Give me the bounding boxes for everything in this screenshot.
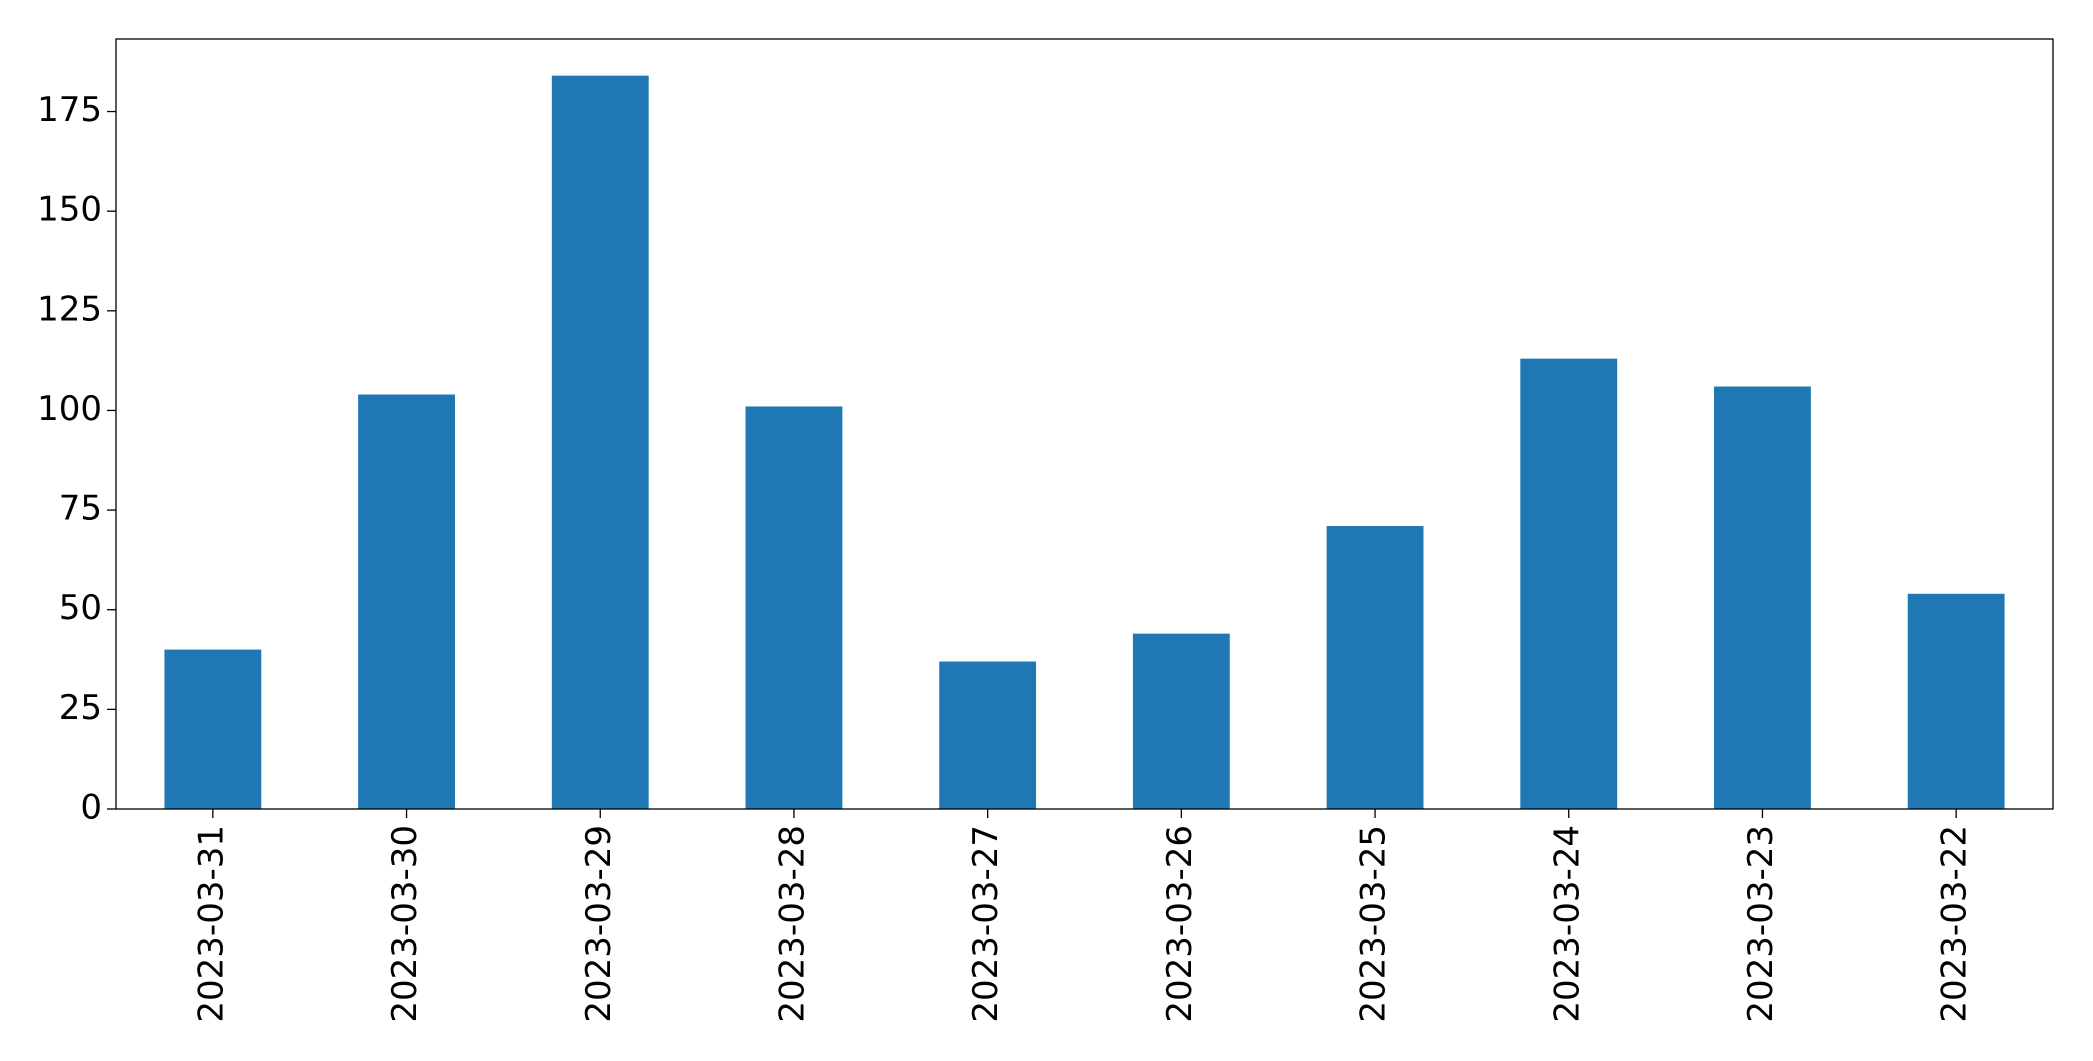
bar	[164, 649, 262, 809]
bar	[358, 394, 455, 809]
bar	[1520, 358, 1618, 809]
x-tick-label: 2023-03-24	[1547, 825, 1587, 1023]
x-tick-label: 2023-03-28	[772, 825, 812, 1023]
x-tick-label: 2023-03-25	[1354, 825, 1394, 1023]
x-tick-label: 2023-03-30	[385, 825, 425, 1023]
x-tick-label: 2023-03-31	[191, 825, 231, 1023]
x-tick-label: 2023-03-23	[1741, 825, 1781, 1023]
y-tick-label: 75	[59, 489, 102, 529]
bar	[939, 661, 1037, 809]
x-tick-label: 2023-03-27	[966, 825, 1006, 1023]
bar	[1326, 526, 1424, 809]
y-tick-label: 0	[80, 788, 102, 828]
y-tick-label: 25	[59, 688, 102, 728]
y-tick-label: 100	[37, 389, 102, 429]
bar	[551, 75, 649, 809]
bar	[745, 406, 843, 809]
y-tick-label: 50	[59, 588, 102, 628]
bar	[1714, 386, 1811, 809]
x-tick-label: 2023-03-26	[1160, 825, 1200, 1023]
y-tick-label: 150	[37, 190, 102, 230]
x-tick-label: 2023-03-29	[579, 825, 619, 1023]
bar	[1132, 633, 1230, 809]
y-tick-label: 125	[37, 289, 102, 329]
bar	[1907, 593, 2005, 809]
y-tick-label: 175	[37, 90, 102, 130]
plot-frame	[115, 38, 2054, 810]
x-tick-label: 2023-03-22	[1935, 825, 1975, 1023]
